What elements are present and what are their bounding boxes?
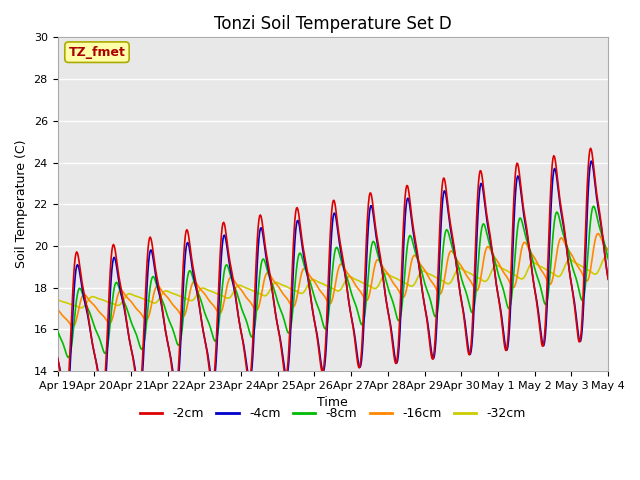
Title: Tonzi Soil Temperature Set D: Tonzi Soil Temperature Set D [214, 15, 452, 33]
X-axis label: Time: Time [317, 396, 348, 409]
Legend: -2cm, -4cm, -8cm, -16cm, -32cm: -2cm, -4cm, -8cm, -16cm, -32cm [135, 402, 531, 425]
Text: TZ_fmet: TZ_fmet [68, 46, 125, 59]
Y-axis label: Soil Temperature (C): Soil Temperature (C) [15, 140, 28, 268]
